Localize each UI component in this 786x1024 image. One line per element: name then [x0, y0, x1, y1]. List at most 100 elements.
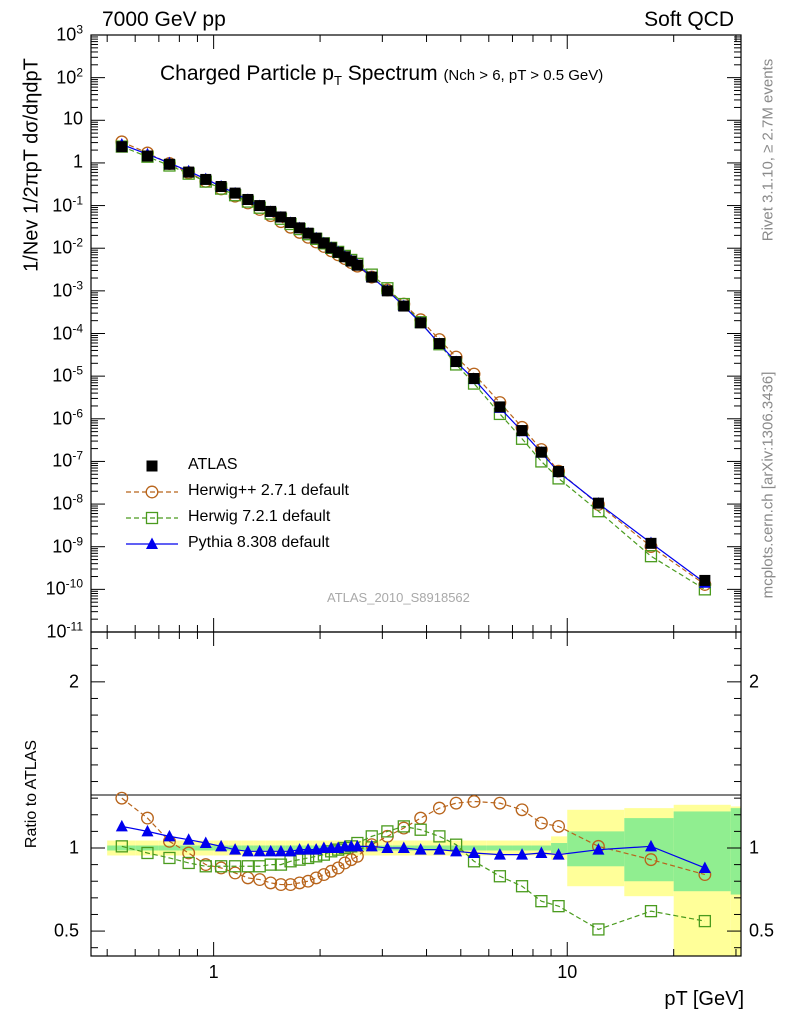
pythia-8-308-default-point [450, 844, 463, 857]
atlas-point [351, 259, 363, 271]
pythia-8-308-default-point [229, 843, 242, 855]
pythia-8-308-default-point [253, 844, 266, 857]
herwig-7-2-1-default-point [274, 858, 288, 871]
main-series-layer [115, 135, 712, 596]
herwig-7-2-1-default-point [199, 860, 212, 873]
pythia-8-308-default-point [592, 843, 605, 855]
x-axis-label: pT [GeV] [664, 988, 744, 1010]
herwig-2-7-1-default-point [228, 866, 242, 880]
herwig-7-2-1-default-point [644, 550, 658, 563]
legend-marker-herwig-2-7-1-default [145, 485, 159, 499]
pythia-8-308-default-point [381, 841, 394, 853]
pythia-8-308-default-point [293, 843, 306, 855]
herwig-2-7-1-default-point [467, 795, 481, 808]
rivet-label: Rivet 3.1.10, ≥ 2.7M events [759, 58, 777, 242]
atlas-point [645, 537, 657, 549]
atlas-point [450, 356, 462, 368]
legend-label: Herwig 7.2.1 default [188, 508, 331, 525]
atlas-point [285, 217, 297, 229]
atlas-stat-uncertainty-bin [107, 845, 136, 851]
herwig-2-7-1-default-point [309, 871, 323, 885]
y-tick-label: 10-6 [52, 406, 83, 429]
herwig-7-2-1-default-point [141, 846, 154, 860]
atlas-stat-uncertainty-bin [158, 845, 180, 851]
y-tick-label: 10-11 [46, 619, 83, 642]
atlas-point [116, 141, 128, 153]
atlas-point [275, 211, 287, 223]
legend-label: Pythia 8.308 default [188, 534, 330, 551]
atlas-point [325, 242, 337, 254]
atlas-point [310, 232, 322, 244]
legend [126, 460, 178, 549]
chart-title-main2: Spectrum [341, 62, 438, 85]
herwig-7-2-1-default-point [698, 914, 712, 928]
ratio-y-tick-label-right: 0.5 [749, 920, 775, 941]
atlas-point [200, 173, 212, 185]
legend-marker-pythia-8-308-default [146, 537, 158, 549]
pythia-8-308-default-point [182, 833, 195, 845]
y-tick-label: 10-3 [52, 278, 83, 301]
axis-ticks [91, 34, 741, 956]
x-tick-label: 1 [208, 962, 219, 982]
atlas-stat-uncertainty-bin [512, 845, 532, 851]
atlas-point [242, 193, 254, 205]
pythia-8-308-default-point [163, 829, 176, 842]
chart-title: Charged Particle pT Spectrum (Nch > 6, p… [160, 62, 603, 88]
atlas-point [433, 338, 445, 350]
pythia-8-308-default-point [552, 848, 565, 860]
herwig-2-7-1-default-point [141, 811, 154, 825]
pythia-8-308-default-point [535, 846, 548, 858]
pythia-8-308-default-point [365, 839, 378, 852]
atlas-stat-uncertainty-bin [673, 811, 731, 892]
herwig-2-7-1-default-point [449, 796, 463, 810]
herwig-2-7-1-default-point [493, 796, 507, 810]
herwig-2-7-1-default-point [182, 846, 196, 860]
y-tick-label: 10-4 [52, 320, 83, 343]
pythia-8-308-default-point [215, 839, 228, 852]
herwig-2-7-1-default-point [414, 811, 428, 825]
ratio-y-axis-label: Ratio to ATLAS [23, 739, 40, 849]
herwig-7-2-1-default-point [241, 860, 255, 873]
ratio-plot-frame [90, 631, 742, 957]
herwig-7-2-1-default-point [397, 820, 410, 833]
atlas-point [332, 246, 344, 258]
atlas-point [468, 373, 480, 385]
y-tick-label: 10-10 [45, 576, 83, 599]
ratio-y-tick-label: 1 [68, 837, 79, 858]
y-tick-label: 10-5 [52, 363, 83, 386]
atlas-point [553, 466, 565, 478]
atlas-point [366, 271, 378, 283]
atlas-point [302, 227, 314, 239]
y-tick-label: 10-8 [52, 491, 83, 514]
pythia-8-308-default-point [493, 848, 506, 860]
herwig-2-7-1-default-point [432, 801, 446, 815]
y-tick-label: 10-1 [52, 192, 83, 215]
header-left: 7000 GeV pp [102, 8, 226, 31]
atlas-point [415, 317, 427, 329]
atlas-point [339, 251, 351, 263]
main-y-axis-label: 1/Nev 1/2πpT dσ/dηdpT [20, 58, 43, 272]
y-tick-label: 10-7 [52, 448, 83, 471]
atlas-point [535, 446, 547, 458]
atlas-point [215, 181, 227, 193]
herwig-2-7-1-default-point [644, 853, 658, 867]
atlas-point [265, 205, 277, 217]
y-tick-label: 1 [72, 151, 83, 172]
ratio-y-tick-label-right: 1 [749, 837, 760, 858]
atlas-point [699, 574, 711, 586]
herwig-2-7-1-default-point [331, 861, 345, 875]
herwig-7-2-1-default-point [182, 856, 195, 870]
y-tick-label: 103 [56, 22, 83, 45]
atlas-stat-uncertainty-bin [486, 845, 513, 851]
ratio-y-tick-label: 2 [68, 671, 79, 692]
pythia-8-308-default-point [644, 839, 657, 852]
herwig-2-7-1-default-point [338, 856, 352, 870]
herwig-2-7-1-default-point [515, 803, 529, 817]
chart-title-sub: T [333, 73, 342, 89]
ratio-uncertainty-bands [107, 804, 741, 956]
atlas-point [229, 187, 241, 199]
pythia-8-308-default-point [241, 844, 254, 857]
legend-label: Herwig++ 2.7.1 default [188, 482, 349, 499]
chart-title-main: Charged Particle p [160, 62, 334, 85]
atlas-point [381, 285, 393, 297]
